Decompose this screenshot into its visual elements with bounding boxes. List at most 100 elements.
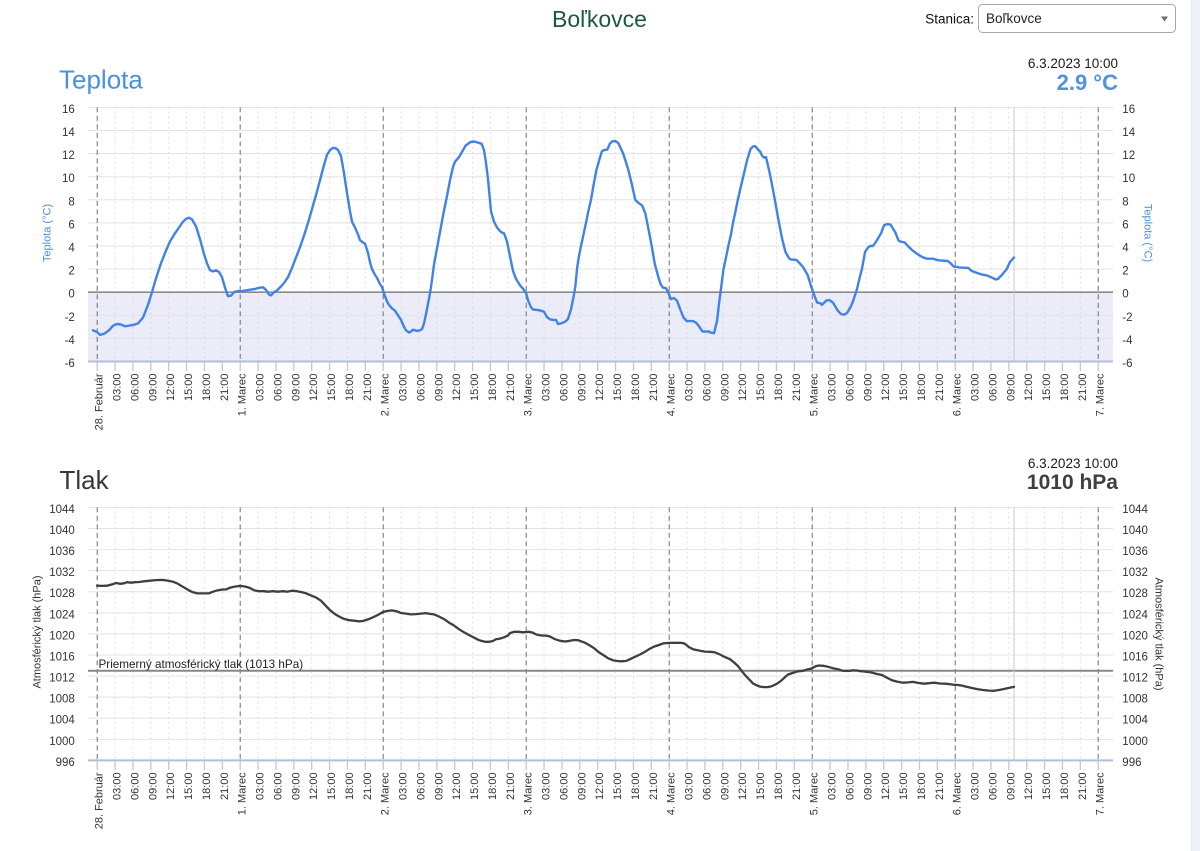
svg-text:-4: -4 [65,335,76,347]
svg-text:12:00: 12:00 [594,374,606,402]
svg-text:09:00: 09:00 [719,374,731,402]
svg-text:12:00: 12:00 [308,374,320,402]
svg-text:21:00: 21:00 [934,374,946,402]
svg-text:8: 8 [1122,196,1128,208]
svg-text:03:00: 03:00 [970,374,982,402]
svg-text:Atmosférický tlak (hPa): Atmosférický tlak (hPa) [31,575,43,688]
svg-text:03:00: 03:00 [112,374,124,402]
svg-text:Priemerný atmosférický tlak (1: Priemerný atmosférický tlak (1013 hPa) [99,658,304,671]
svg-text:06:00: 06:00 [415,374,427,402]
svg-text:12:00: 12:00 [165,374,177,402]
svg-text:15:00: 15:00 [469,772,481,800]
svg-text:1040: 1040 [49,525,75,537]
svg-text:1016: 1016 [1122,651,1148,663]
svg-text:21:00: 21:00 [1077,374,1089,402]
svg-text:1008: 1008 [49,694,75,706]
svg-text:15:00: 15:00 [898,772,910,800]
svg-text:1. Marec: 1. Marec [237,373,249,416]
svg-text:06:00: 06:00 [558,374,570,402]
svg-text:1024: 1024 [1122,609,1148,621]
svg-text:18:00: 18:00 [916,374,928,402]
svg-text:03:00: 03:00 [112,772,124,800]
svg-text:18:00: 18:00 [344,772,356,800]
svg-text:12:00: 12:00 [308,772,320,800]
svg-text:4. Marec: 4. Marec [666,772,678,815]
svg-text:06:00: 06:00 [129,772,141,800]
svg-text:21:00: 21:00 [362,772,374,800]
svg-text:09:00: 09:00 [433,772,445,800]
svg-text:2. Marec: 2. Marec [380,772,392,815]
svg-text:18:00: 18:00 [487,772,499,800]
svg-text:09:00: 09:00 [290,772,302,800]
svg-text:15:00: 15:00 [469,374,481,402]
svg-text:09:00: 09:00 [433,374,445,402]
svg-text:18:00: 18:00 [916,772,928,800]
svg-text:06:00: 06:00 [844,772,856,800]
svg-text:06:00: 06:00 [987,772,999,800]
svg-text:03:00: 03:00 [684,374,696,402]
svg-text:1012: 1012 [1122,673,1148,685]
svg-text:12:00: 12:00 [737,374,749,402]
svg-text:15:00: 15:00 [1041,772,1053,800]
svg-text:21:00: 21:00 [219,374,231,402]
svg-text:12:00: 12:00 [880,772,892,800]
svg-text:Stanica:: Stanica: [925,12,974,27]
svg-text:09:00: 09:00 [1005,374,1017,402]
svg-text:3. Marec: 3. Marec [523,772,535,815]
svg-text:21:00: 21:00 [1077,772,1089,800]
svg-text:1036: 1036 [49,546,75,558]
svg-text:15:00: 15:00 [755,374,767,402]
svg-text:18:00: 18:00 [1059,374,1071,402]
svg-text:-2: -2 [1122,312,1132,324]
svg-text:03:00: 03:00 [398,374,410,402]
svg-text:1008: 1008 [1122,694,1148,706]
svg-text:4: 4 [1122,243,1129,255]
svg-text:1040: 1040 [1122,525,1148,537]
svg-text:09:00: 09:00 [576,772,588,800]
svg-text:06:00: 06:00 [415,772,427,800]
svg-text:18:00: 18:00 [630,374,642,402]
svg-text:996: 996 [1122,757,1141,769]
svg-text:16: 16 [1122,104,1135,116]
svg-text:15:00: 15:00 [755,772,767,800]
svg-text:06:00: 06:00 [701,374,713,402]
svg-text:16: 16 [62,104,75,116]
svg-text:1044: 1044 [1122,504,1148,516]
svg-text:2: 2 [1122,266,1128,278]
svg-text:1020: 1020 [1122,630,1148,642]
svg-text:Boľkovce: Boľkovce [552,6,647,32]
svg-text:14: 14 [62,127,75,139]
svg-text:10: 10 [62,173,75,185]
svg-text:12:00: 12:00 [165,772,177,800]
svg-text:4. Marec: 4. Marec [666,373,678,416]
svg-text:3. Marec: 3. Marec [523,373,535,416]
svg-text:7. Marec: 7. Marec [1095,772,1107,815]
svg-text:09:00: 09:00 [862,772,874,800]
svg-text:15:00: 15:00 [326,374,338,402]
svg-text:09:00: 09:00 [290,374,302,402]
svg-text:4: 4 [68,243,75,255]
svg-text:1004: 1004 [49,715,75,727]
svg-text:1044: 1044 [49,504,75,516]
svg-text:2: 2 [68,266,74,278]
svg-text:12:00: 12:00 [451,374,463,402]
svg-text:18:00: 18:00 [344,374,356,402]
svg-text:6. Marec: 6. Marec [952,772,964,815]
svg-text:06:00: 06:00 [129,374,141,402]
svg-text:06:00: 06:00 [987,374,999,402]
svg-text:6: 6 [68,219,74,231]
svg-text:03:00: 03:00 [255,772,267,800]
svg-text:09:00: 09:00 [862,374,874,402]
svg-text:1036: 1036 [1122,546,1148,558]
svg-text:03:00: 03:00 [970,772,982,800]
svg-text:10: 10 [1122,173,1135,185]
svg-text:03:00: 03:00 [827,772,839,800]
svg-text:1032: 1032 [49,567,75,579]
svg-text:21:00: 21:00 [219,772,231,800]
svg-text:18:00: 18:00 [773,772,785,800]
svg-text:18:00: 18:00 [773,374,785,402]
svg-text:2. Marec: 2. Marec [380,373,392,416]
svg-text:1. Marec: 1. Marec [237,772,249,815]
svg-text:03:00: 03:00 [827,374,839,402]
svg-text:21:00: 21:00 [505,374,517,402]
